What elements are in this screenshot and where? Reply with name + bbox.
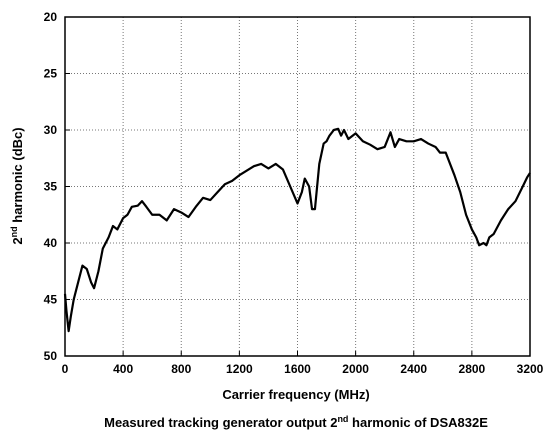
y-axis-label: 2nd harmonic (dBc): [9, 127, 25, 244]
x-tick-label: 2000: [342, 362, 369, 376]
x-tick-label: 0: [62, 362, 69, 376]
x-tick-label: 2800: [459, 362, 486, 376]
plot-frame: [64, 16, 531, 357]
data-line: [63, 127, 531, 333]
title-part: harmonic of DSA832E: [348, 415, 488, 430]
y-tick-label: 30: [44, 123, 58, 137]
x-tick-label: 800: [171, 362, 191, 376]
y-tick-label: 40: [44, 236, 58, 250]
y-tick-label: 50: [44, 349, 58, 363]
title-superscript: nd: [337, 414, 348, 424]
x-tick-label: 1200: [226, 362, 253, 376]
y-label-part: harmonic (dBc): [10, 127, 25, 226]
y-label-part: 2: [10, 237, 25, 244]
y-tick-label: 25: [44, 67, 58, 81]
x-tick-label: 3200: [517, 362, 543, 376]
chart-title: Measured tracking generator output 2nd h…: [104, 414, 488, 430]
x-tick-label: 1600: [284, 362, 311, 376]
x-tick-label: 400: [113, 362, 133, 376]
y-label-superscript: nd: [9, 226, 19, 237]
y-tick-label: 45: [44, 293, 58, 307]
x-axis-label: Carrier frequency (MHz): [222, 387, 369, 402]
y-tick-label: 35: [44, 180, 58, 194]
x-tick-label: 2400: [400, 362, 427, 376]
title-part: Measured tracking generator output 2: [104, 415, 337, 430]
y-tick-label: 20: [44, 10, 58, 24]
